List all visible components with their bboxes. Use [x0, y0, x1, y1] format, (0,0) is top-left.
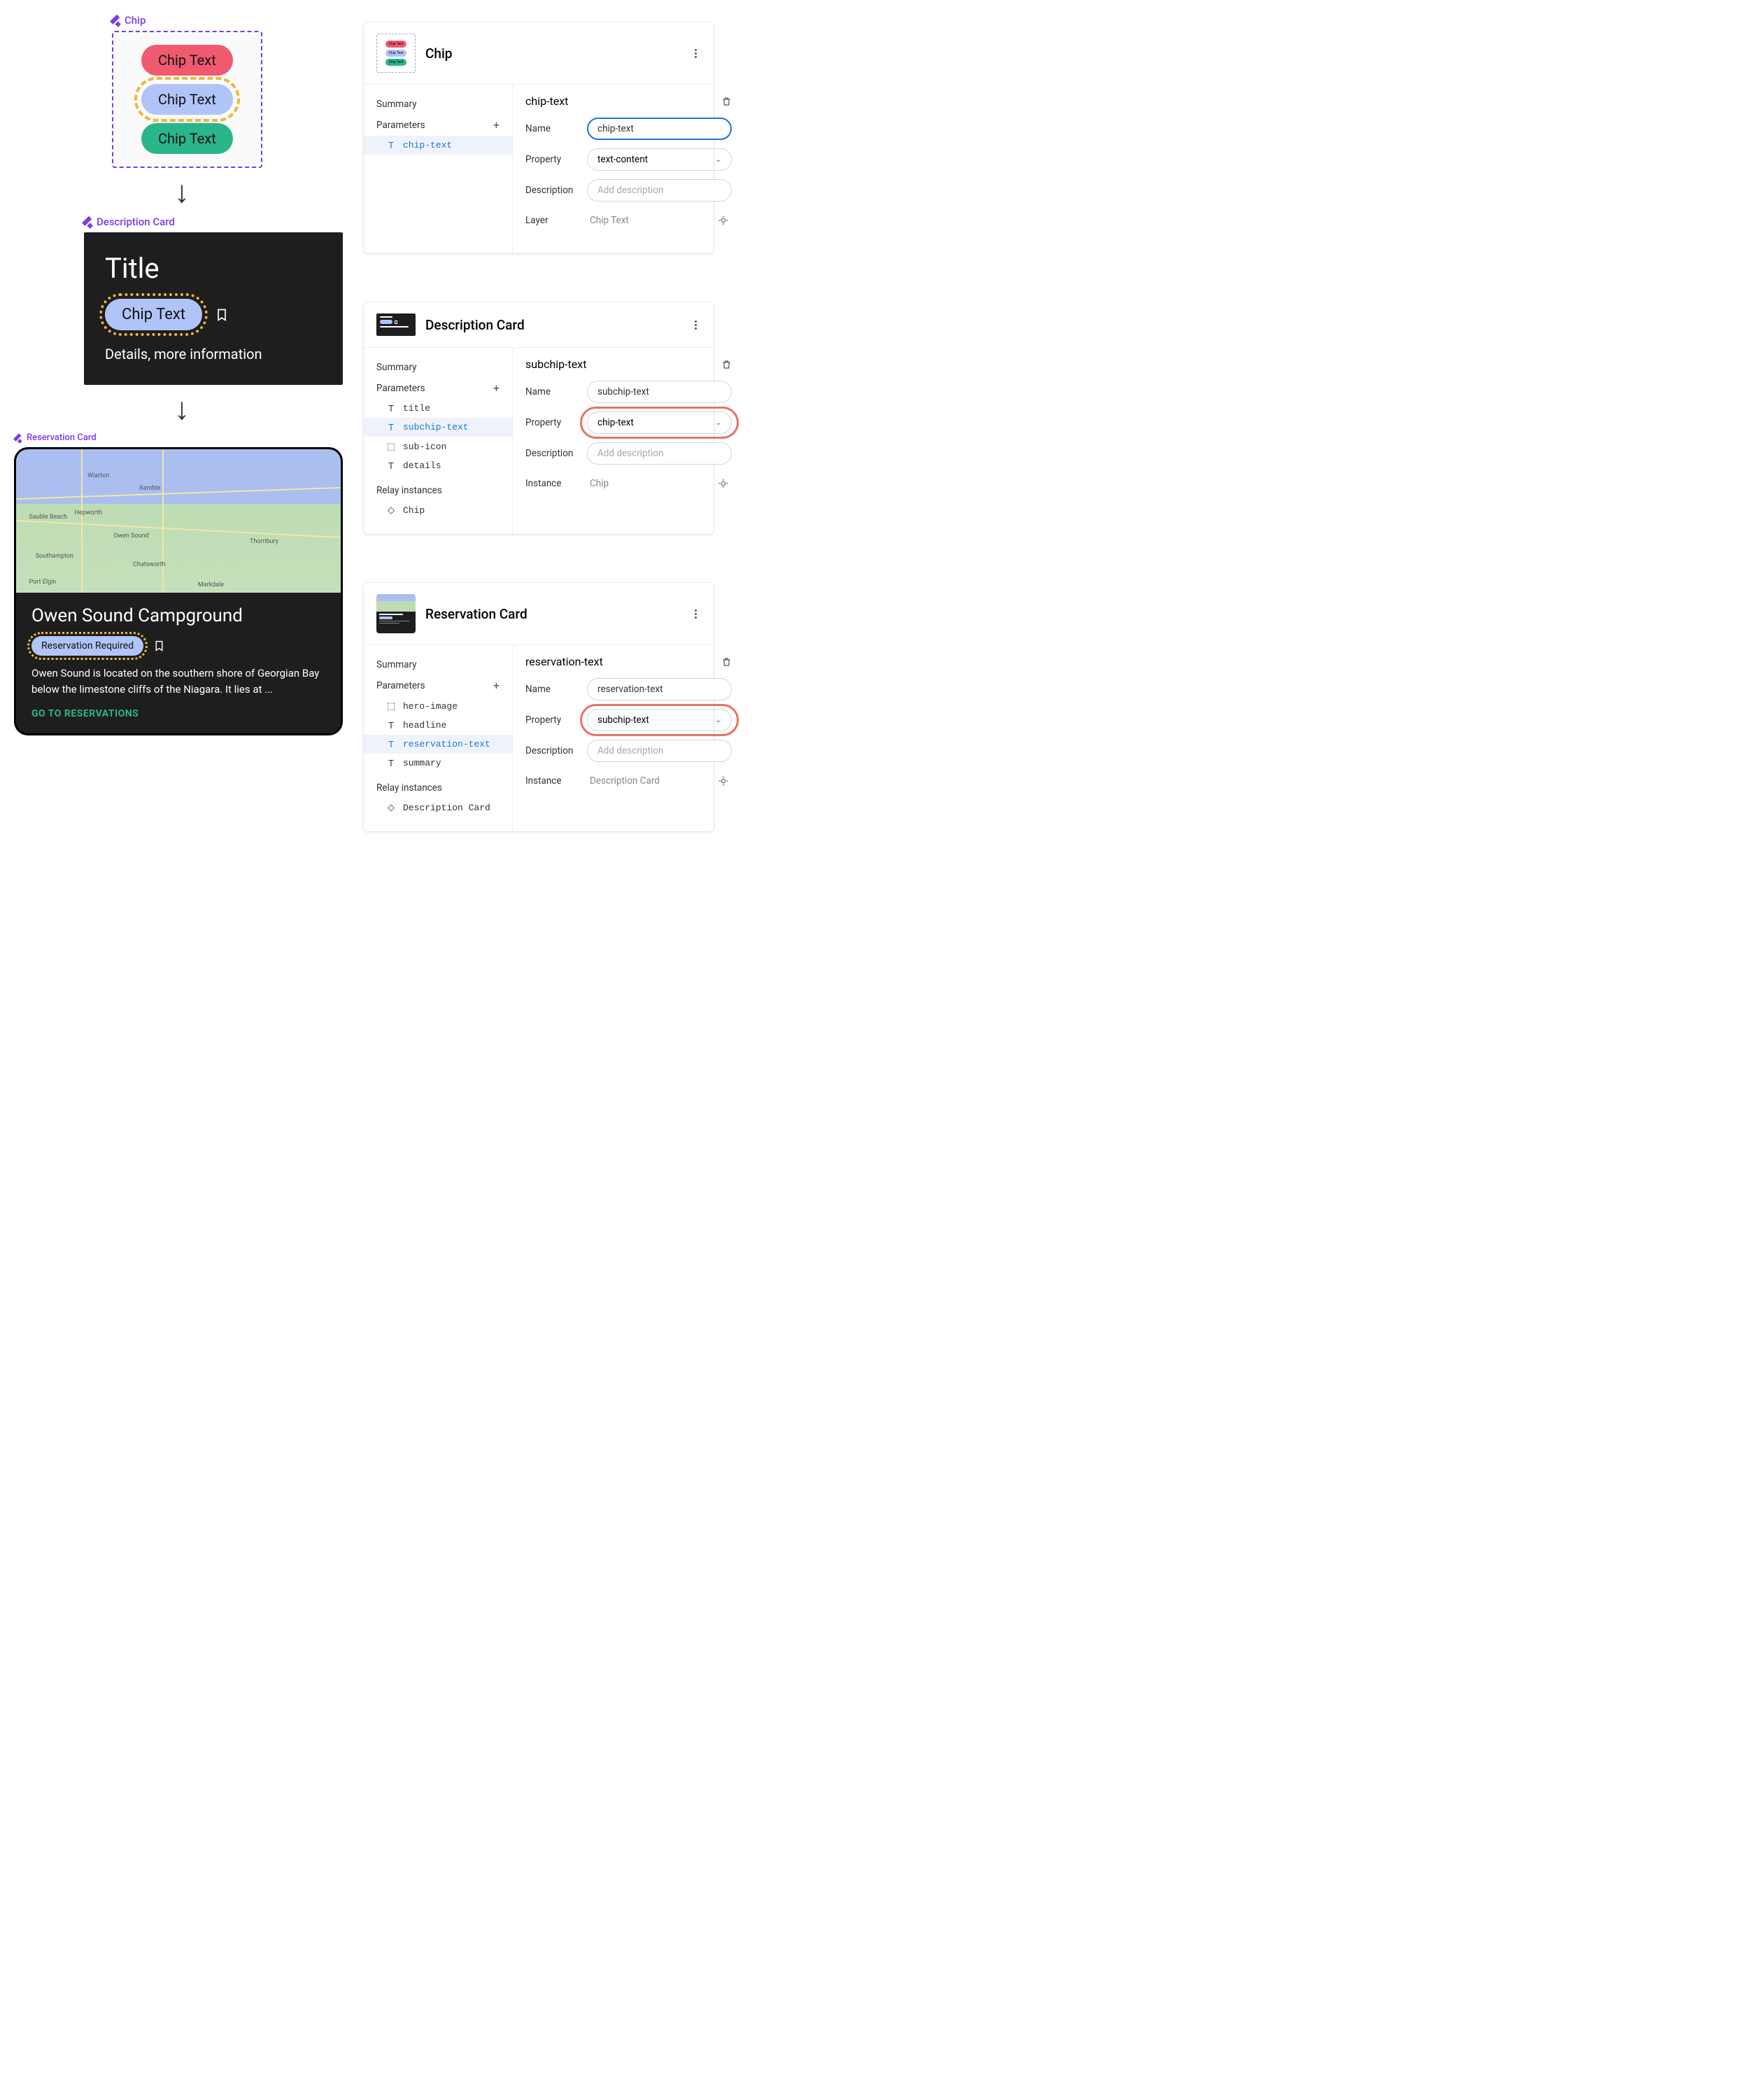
relay-section-label: Relay instances: [364, 778, 512, 798]
name-field-label: Name: [525, 123, 579, 134]
panel-thumbnail: [376, 313, 416, 336]
description-card-component-label: Description Card: [84, 216, 343, 228]
property-select[interactable]: subchip-text ⌄: [587, 709, 732, 731]
description-card-details: Details, more information: [105, 346, 322, 362]
name-field-label: Name: [525, 386, 579, 397]
reservation-headline: Owen Sound Campground: [31, 605, 325, 626]
locate-icon[interactable]: [718, 215, 729, 226]
param-detail-title: subchip-text: [525, 358, 586, 371]
go-to-reservations-link[interactable]: GO TO RESERVATIONS: [31, 708, 325, 719]
reservation-summary: Owen Sound is located on the southern sh…: [31, 665, 325, 697]
param-summary[interactable]: Tsummary: [364, 754, 512, 773]
component-icon: [84, 217, 94, 227]
parameters-section-label: Parameters: [376, 120, 425, 131]
bookmark-icon: [215, 306, 229, 323]
param-detail-title: reservation-text: [525, 655, 603, 668]
reservation-card-preview: Wiarton Hepworth Kemble Sauble Beach Owe…: [14, 447, 343, 735]
instance-field-label: Instance: [525, 478, 579, 489]
param-reservation-text[interactable]: Treservation-text: [364, 735, 512, 754]
add-parameter-icon[interactable]: +: [493, 381, 500, 395]
description-card-chip: Chip Text: [105, 299, 202, 330]
more-menu-icon[interactable]: [691, 605, 701, 623]
component-icon: [15, 434, 22, 442]
arrow-down-icon: ↓: [174, 176, 190, 207]
summary-section-label[interactable]: Summary: [364, 358, 512, 377]
name-input[interactable]: [587, 678, 732, 700]
param-headline[interactable]: Theadline: [364, 716, 512, 735]
more-menu-icon[interactable]: [691, 45, 701, 62]
param-chip-text[interactable]: T chip-text: [364, 136, 512, 155]
reservation-card-component-label: Reservation Card: [14, 432, 350, 443]
panel-title: Chip: [425, 45, 681, 62]
relay-description-card[interactable]: ◇Description Card: [364, 798, 512, 817]
add-parameter-icon[interactable]: +: [493, 118, 500, 132]
name-field-label: Name: [525, 684, 579, 695]
panel-thumbnail: Chip Text Chip Text Chip Text: [376, 34, 416, 73]
locate-icon[interactable]: [718, 478, 729, 489]
reservation-card-panel: Reservation Card Summary Parameters + ⬚h…: [364, 583, 714, 831]
chip-component-label: Chip: [112, 14, 262, 27]
chevron-down-icon: ⌄: [716, 156, 721, 164]
name-input[interactable]: [587, 118, 732, 140]
description-input[interactable]: [587, 179, 732, 202]
chip-variant-green: Chip Text: [141, 123, 233, 154]
chevron-down-icon: ⌄: [716, 717, 721, 724]
instance-value: Chip: [590, 478, 609, 489]
reservation-chip: Reservation Required: [31, 636, 143, 656]
delete-icon[interactable]: [721, 359, 732, 370]
param-detail-title: chip-text: [525, 94, 568, 108]
description-field-label: Description: [525, 185, 579, 196]
description-input[interactable]: [587, 740, 732, 762]
param-hero-image[interactable]: ⬚hero-image: [364, 696, 512, 716]
description-card-title: Title: [105, 252, 322, 285]
property-field-label: Property: [525, 417, 579, 428]
delete-icon[interactable]: [721, 96, 732, 107]
property-field-label: Property: [525, 714, 579, 726]
description-card-preview: Title Chip Text Details, more informatio…: [84, 232, 343, 385]
param-details[interactable]: Tdetails: [364, 456, 512, 475]
description-field-label: Description: [525, 448, 579, 459]
bookmark-icon: [153, 639, 165, 653]
param-subchip-text[interactable]: Tsubchip-text: [364, 418, 512, 437]
arrow-down-icon: ↓: [174, 393, 190, 424]
parameters-section-label: Parameters: [376, 680, 425, 691]
map-image: Wiarton Hepworth Kemble Sauble Beach Owe…: [16, 449, 341, 593]
more-menu-icon[interactable]: [691, 316, 701, 334]
panel-title: Description Card: [425, 317, 681, 333]
relay-chip[interactable]: ◇Chip: [364, 500, 512, 520]
property-select[interactable]: chip-text ⌄: [587, 411, 732, 434]
summary-section-label[interactable]: Summary: [364, 655, 512, 675]
description-input[interactable]: [587, 442, 732, 465]
chip-variant-red: Chip Text: [141, 45, 233, 76]
chevron-down-icon: ⌄: [716, 419, 721, 427]
parameters-section-label: Parameters: [376, 383, 425, 394]
description-card-panel: Description Card Summary Parameters + Tt…: [364, 302, 714, 534]
layer-value: Chip Text: [590, 215, 629, 226]
delete-icon[interactable]: [721, 656, 732, 668]
instance-value: Description Card: [590, 775, 660, 787]
instance-field-label: Instance: [525, 775, 579, 787]
component-icon: [112, 15, 122, 25]
summary-section-label[interactable]: Summary: [364, 94, 512, 114]
property-field-label: Property: [525, 154, 579, 165]
panel-title: Reservation Card: [425, 606, 681, 622]
property-select[interactable]: text-content ⌄: [587, 148, 732, 171]
relay-section-label: Relay instances: [364, 481, 512, 500]
chip-variant-blue: Chip Text: [141, 84, 233, 115]
chip-panel: Chip Text Chip Text Chip Text Chip Summa…: [364, 22, 714, 253]
locate-icon[interactable]: [718, 775, 729, 787]
chip-component-frame: Chip Text Chip Text Chip Text: [112, 31, 262, 168]
param-sub-icon[interactable]: ⬚sub-icon: [364, 437, 512, 456]
add-parameter-icon[interactable]: +: [493, 679, 500, 692]
panel-thumbnail: [376, 594, 416, 633]
layer-field-label: Layer: [525, 215, 579, 226]
text-type-icon: T: [386, 140, 396, 150]
param-title[interactable]: Ttitle: [364, 399, 512, 418]
description-field-label: Description: [525, 745, 579, 756]
name-input[interactable]: [587, 381, 732, 403]
